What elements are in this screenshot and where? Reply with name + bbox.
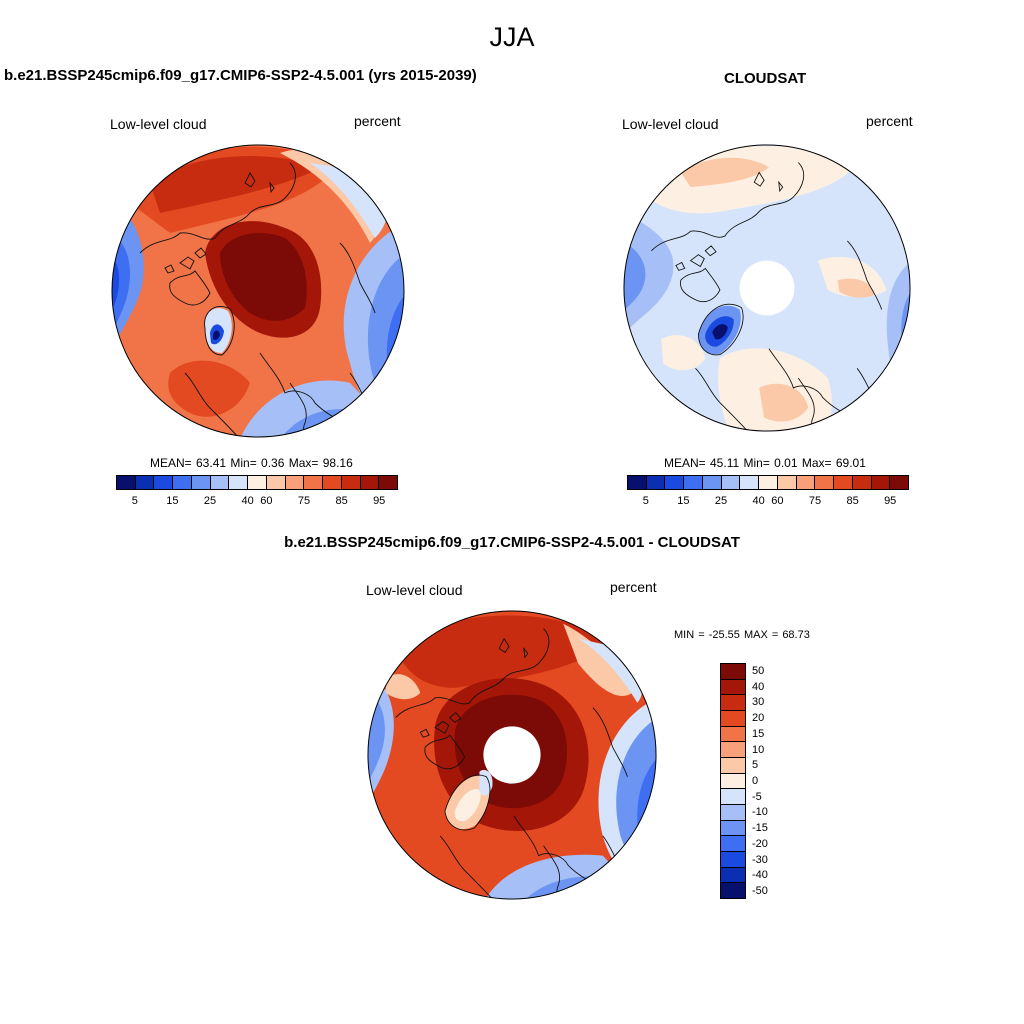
panel-a-colorbar-swatch bbox=[379, 476, 398, 489]
panel-b-colorbar-swatch bbox=[628, 476, 647, 489]
panel-a-colorbar-swatch bbox=[135, 476, 155, 489]
panel-a-colorbar-swatch bbox=[323, 476, 342, 489]
panel-b-colorbar-swatch bbox=[815, 476, 835, 489]
panel-b-colorbar-tick-label: 5 bbox=[642, 495, 649, 507]
panel-c-colorbar-tick-label: -20 bbox=[752, 837, 768, 850]
panel-c-title: b.e21.BSSP245cmip6.f09_g17.CMIP6-SSP2-4.… bbox=[284, 534, 740, 551]
panel-b-colorbar-swatch bbox=[871, 476, 891, 489]
panel-b-colorbar-swatch bbox=[759, 476, 778, 489]
panel-b-variable-label: Low-level cloud bbox=[622, 116, 719, 132]
panel-b-colorbar-swatch bbox=[852, 476, 872, 489]
panel-c-colorbar-swatch bbox=[721, 758, 745, 774]
panel-a-title: b.e21.BSSP245cmip6.f09_g17.CMIP6-SSP2-4.… bbox=[4, 67, 477, 84]
panel-b-colorbar-swatch bbox=[702, 476, 722, 489]
panel-a-colorbar-tick-label: 95 bbox=[373, 495, 386, 507]
panel-c-colorbar bbox=[720, 663, 746, 899]
panel-c-colorbar-swatch bbox=[721, 664, 745, 680]
panel-a-colorbar-swatch bbox=[154, 476, 174, 489]
panel-b-title: CLOUDSAT bbox=[724, 70, 807, 87]
panel-c-colorbar-tick-label: 10 bbox=[752, 743, 765, 756]
panel-b-colorbar-tick-label: 40 bbox=[752, 495, 765, 507]
panel-c-colorbar-swatch bbox=[721, 695, 745, 712]
panel-a-colorbar-tick-label: 75 bbox=[297, 495, 311, 507]
panel-a-colorbar-swatch bbox=[266, 476, 286, 489]
panel-c-colorbar-tick-label: 40 bbox=[752, 680, 765, 693]
panel-a-colorbar-tick-label: 60 bbox=[260, 495, 273, 507]
panel-c-colorbar-swatch bbox=[721, 867, 745, 884]
panel-c-colorbar-swatch bbox=[721, 883, 745, 899]
panel-b-colorbar-swatch bbox=[684, 476, 703, 489]
panel-c-colorbar-tick-label: -30 bbox=[752, 853, 768, 866]
panel-b-colorbar-ticks: 5 15 25 40 60 75 85 95 bbox=[0, 495, 1024, 511]
panel-a-colorbar-tick-label: 15 bbox=[166, 495, 179, 507]
panel-a-colorbar bbox=[116, 475, 398, 490]
panel-a-colorbar-tick-label: 85 bbox=[335, 495, 348, 507]
panel-b-colorbar-tick-label: 15 bbox=[677, 495, 690, 507]
panel-b-colorbar-swatch bbox=[721, 476, 741, 489]
panel-a-colorbar-swatch bbox=[360, 476, 380, 489]
panel-c-colorbar-swatch bbox=[721, 820, 745, 837]
panel-b-colorbar-tick-label: 85 bbox=[846, 495, 859, 507]
panel-b-colorbar bbox=[627, 475, 909, 490]
panel-c-polar-map bbox=[367, 610, 657, 900]
panel-a-variable-label: Low-level cloud bbox=[110, 116, 207, 132]
panel-a-units-label: percent bbox=[354, 113, 401, 129]
panel-b-colorbar-swatch bbox=[834, 476, 853, 489]
panel-a-colorbar-swatch bbox=[210, 476, 230, 489]
panel-c-colorbar-swatch bbox=[721, 773, 745, 790]
panel-c-colorbar-tick-label: -50 bbox=[752, 885, 768, 898]
panel-c-colorbar-swatch bbox=[721, 679, 745, 696]
panel-c-colorbar-tick-label: -40 bbox=[752, 869, 768, 882]
panel-a-colorbar-swatch bbox=[191, 476, 211, 489]
panel-c-colorbar-tick-label: 0 bbox=[752, 775, 759, 787]
panel-a-colorbar-swatch bbox=[229, 476, 249, 489]
panel-c-colorbar-tick-label: -10 bbox=[752, 806, 768, 819]
panel-c-colorbar-tick-label: 5 bbox=[752, 759, 759, 772]
panel-c-colorbar-swatch bbox=[721, 742, 745, 759]
panel-c-colorbar-tick-label: 30 bbox=[752, 696, 765, 709]
panel-b-colorbar-swatch bbox=[665, 476, 685, 489]
panel-c-colorbar-tick-label: 15 bbox=[752, 727, 765, 740]
panel-b-colorbar-swatch bbox=[777, 476, 797, 489]
panel-a-colorbar-swatch bbox=[117, 476, 136, 489]
panel-c-colorbar-tick-label: -15 bbox=[752, 822, 768, 835]
panel-a-colorbar-ticks: 5 15 25 40 60 75 85 95 bbox=[0, 495, 1024, 511]
panel-c-colorbar-tick-label: 20 bbox=[752, 712, 765, 725]
panel-a-colorbar-swatch bbox=[304, 476, 324, 489]
panel-a-colorbar-tick-label: 5 bbox=[131, 495, 138, 507]
panel-c-units-label: percent bbox=[610, 579, 657, 595]
figure-title: JJA bbox=[489, 22, 535, 52]
panel-a-colorbar-swatch bbox=[173, 476, 192, 489]
panel-c-colorbar-swatch bbox=[721, 836, 745, 853]
panel-a-colorbar-tick-label: 40 bbox=[241, 495, 254, 507]
panel-c-colorbar-swatch bbox=[721, 726, 745, 743]
panel-b-colorbar-tick-label: 60 bbox=[771, 495, 784, 507]
panel-b-polar-map bbox=[623, 144, 911, 432]
panel-b-units-label: percent bbox=[866, 113, 913, 129]
panel-a-polar-map bbox=[111, 144, 405, 438]
panel-a-colorbar-swatch bbox=[248, 476, 267, 489]
panel-b-colorbar-tick-label: 75 bbox=[808, 495, 822, 507]
panel-b-colorbar-tick-label: 25 bbox=[714, 495, 728, 507]
panel-b-colorbar-swatch bbox=[646, 476, 666, 489]
panel-b-colorbar-swatch bbox=[890, 476, 909, 489]
panel-b-stats: MEAN= 45.11 Min= 0.01 Max= 69.01 bbox=[664, 456, 866, 470]
panel-b-colorbar-swatch bbox=[740, 476, 760, 489]
panel-c-colorbar-swatch bbox=[721, 711, 745, 727]
panel-c-colorbar-tick-label: 50 bbox=[752, 664, 765, 677]
panel-a-colorbar-tick-label: 25 bbox=[203, 495, 217, 507]
panel-c-colorbar-tick-label: -5 bbox=[752, 790, 762, 803]
panel-b-colorbar-tick-label: 95 bbox=[884, 495, 897, 507]
panel-c-colorbar-swatch bbox=[721, 852, 745, 868]
panel-c-variable-label: Low-level cloud bbox=[366, 582, 463, 598]
panel-a-colorbar-swatch bbox=[285, 476, 305, 489]
panel-c-stats: MIN = -25.55 MAX = 68.73 bbox=[674, 629, 810, 641]
panel-a-colorbar-swatch bbox=[341, 476, 361, 489]
panel-c-colorbar-swatch bbox=[721, 789, 745, 806]
panel-a-stats: MEAN= 63.41 Min= 0.36 Max= 98.16 bbox=[150, 456, 353, 470]
panel-b-colorbar-swatch bbox=[796, 476, 816, 489]
panel-c-colorbar-swatch bbox=[721, 805, 745, 821]
